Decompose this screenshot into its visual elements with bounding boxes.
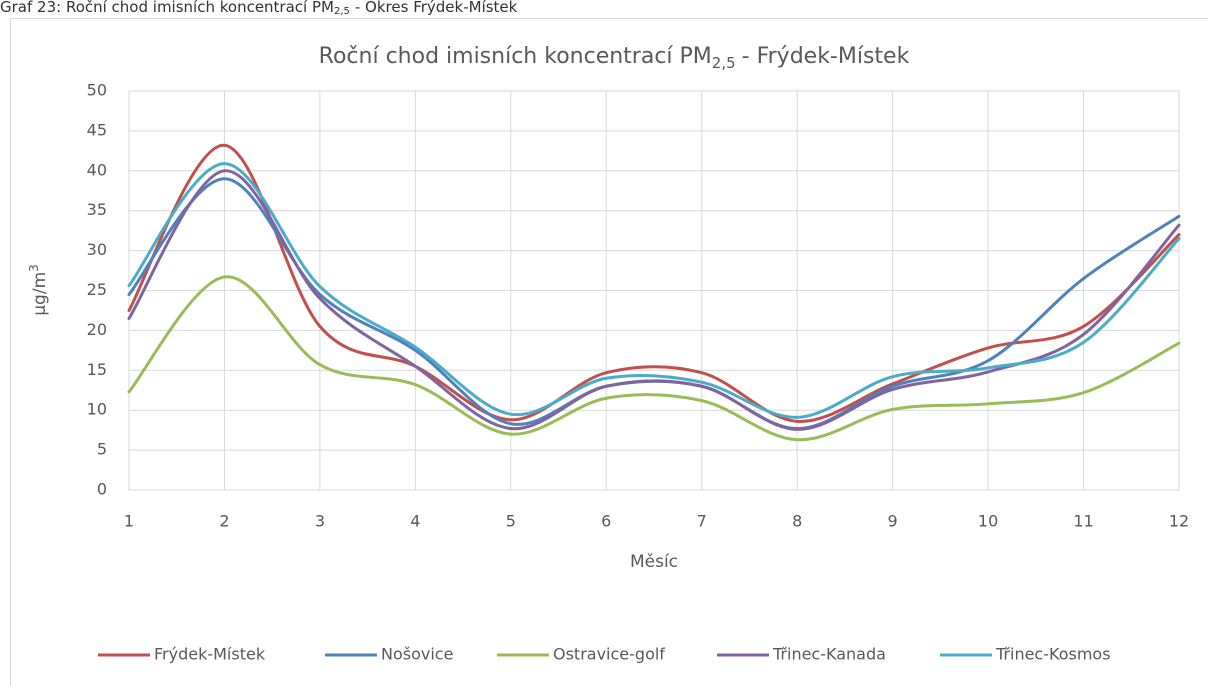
- x-axis-label: Měsíc: [630, 552, 678, 572]
- x-tick-label: 10: [978, 512, 998, 531]
- x-tick-label: 6: [601, 512, 611, 531]
- x-tick-label: 11: [1073, 512, 1093, 531]
- legend-label: Ostravice-golf: [553, 645, 665, 664]
- chart-frame: [10, 18, 1208, 686]
- series-line: [127, 169, 1181, 431]
- y-tick-label: 35: [87, 200, 107, 219]
- x-tick-label: 9: [888, 512, 898, 531]
- y-tick-label: 5: [97, 440, 107, 459]
- y-tick-label: 30: [87, 240, 107, 259]
- legend-label: Třinec-Kosmos: [995, 645, 1111, 664]
- y-tick-label: 25: [87, 280, 107, 299]
- y-axis-label: µg/m3: [27, 264, 51, 316]
- series-line: [127, 162, 1181, 419]
- caption: Graf 23: Roční chod imisních koncentrací…: [0, 0, 518, 17]
- title-subscript: 2,5: [712, 54, 736, 72]
- caption-subscript: 2,5: [334, 6, 350, 17]
- y-tick-label: 0: [97, 480, 107, 499]
- legend-label: Nošovice: [381, 645, 453, 664]
- y-label-text: µg/m: [30, 272, 50, 316]
- y-label-superscript: 3: [27, 264, 41, 272]
- y-tick-label: 45: [87, 120, 107, 139]
- legend: Frýdek-Místek Nošovice Ostravice-golf Třine…: [98, 645, 1111, 664]
- y-tick-label: 20: [87, 320, 107, 339]
- series-line: [127, 177, 1181, 431]
- x-tick-label: 7: [697, 512, 707, 531]
- y-tick-label: 10: [87, 400, 107, 419]
- series-line: [127, 275, 1181, 442]
- title-text: Roční chod imisních koncentrací PM: [319, 44, 712, 69]
- legend-label: Třinec-Kanada: [772, 645, 886, 664]
- x-tick-label: 12: [1169, 512, 1189, 531]
- x-tick-label: 5: [506, 512, 516, 531]
- lines: [127, 143, 1181, 442]
- x-tick-label: 3: [315, 512, 325, 531]
- x-tick-label: 1: [124, 512, 134, 531]
- caption-text: Graf 23: Roční chod imisních koncentrací…: [0, 0, 334, 16]
- y-tick-label: 40: [87, 160, 107, 179]
- title-text-end: - Frýdek-Místek: [742, 44, 910, 69]
- legend-label: Frýdek-Místek: [154, 645, 266, 664]
- x-tick-label: 8: [792, 512, 802, 531]
- x-tick-label: 2: [219, 512, 229, 531]
- y-tick-label: 15: [87, 360, 107, 379]
- caption-text-end: - Okres Frýdek-Místek: [355, 0, 518, 16]
- x-tick-label: 4: [410, 512, 420, 531]
- chart-title: Roční chod imisních koncentrací PM2,5 - F…: [319, 44, 910, 72]
- y-tick-label: 50: [87, 81, 107, 100]
